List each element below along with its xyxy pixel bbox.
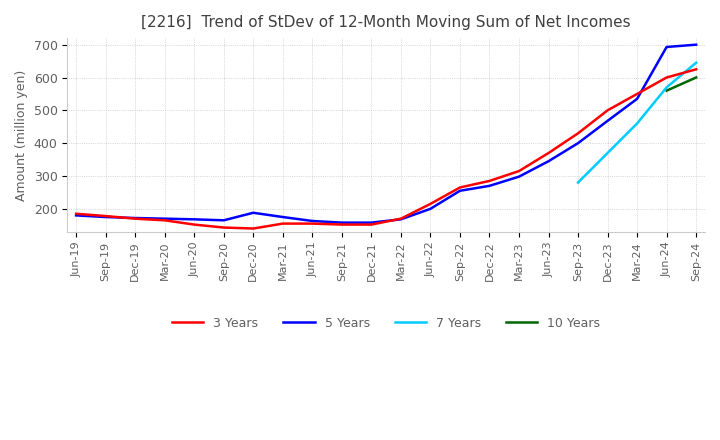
3 Years (603, 108, 612, 113)
3 Years (485, 178, 494, 183)
3 Years (279, 221, 287, 226)
5 Years (544, 158, 553, 164)
5 Years (131, 215, 140, 220)
5 Years (692, 42, 701, 48)
3 Years (220, 225, 228, 230)
5 Years (456, 188, 464, 194)
10 Years (662, 88, 671, 93)
Line: 5 Years: 5 Years (76, 45, 696, 223)
3 Years (190, 222, 199, 227)
5 Years (308, 218, 317, 224)
7 Years (603, 150, 612, 156)
3 Years (662, 75, 671, 80)
7 Years (662, 85, 671, 90)
5 Years (161, 216, 169, 221)
3 Years (574, 131, 582, 136)
5 Years (485, 183, 494, 188)
Line: 3 Years: 3 Years (76, 69, 696, 228)
5 Years (249, 210, 258, 216)
5 Years (279, 214, 287, 220)
5 Years (72, 213, 81, 218)
3 Years (456, 185, 464, 190)
Legend: 3 Years, 5 Years, 7 Years, 10 Years: 3 Years, 5 Years, 7 Years, 10 Years (167, 312, 606, 335)
3 Years (161, 218, 169, 223)
3 Years (131, 216, 140, 221)
5 Years (338, 220, 346, 225)
5 Years (662, 44, 671, 50)
3 Years (544, 150, 553, 156)
5 Years (190, 216, 199, 222)
5 Years (220, 218, 228, 223)
5 Years (603, 118, 612, 124)
3 Years (692, 66, 701, 72)
Line: 10 Years: 10 Years (667, 77, 696, 91)
10 Years (692, 75, 701, 80)
7 Years (692, 60, 701, 66)
5 Years (367, 220, 376, 225)
3 Years (102, 213, 110, 219)
3 Years (338, 222, 346, 227)
3 Years (72, 211, 81, 216)
5 Years (633, 96, 642, 102)
3 Years (515, 169, 523, 174)
3 Years (367, 222, 376, 227)
Line: 7 Years: 7 Years (578, 63, 696, 183)
3 Years (308, 221, 317, 226)
3 Years (426, 201, 435, 206)
7 Years (574, 180, 582, 185)
Y-axis label: Amount (million yen): Amount (million yen) (15, 70, 28, 201)
5 Years (574, 140, 582, 146)
3 Years (397, 216, 405, 221)
Title: [2216]  Trend of StDev of 12-Month Moving Sum of Net Incomes: [2216] Trend of StDev of 12-Month Moving… (141, 15, 631, 30)
5 Years (426, 206, 435, 212)
5 Years (102, 214, 110, 220)
5 Years (397, 216, 405, 222)
5 Years (515, 174, 523, 179)
3 Years (249, 226, 258, 231)
3 Years (633, 91, 642, 96)
7 Years (633, 121, 642, 126)
